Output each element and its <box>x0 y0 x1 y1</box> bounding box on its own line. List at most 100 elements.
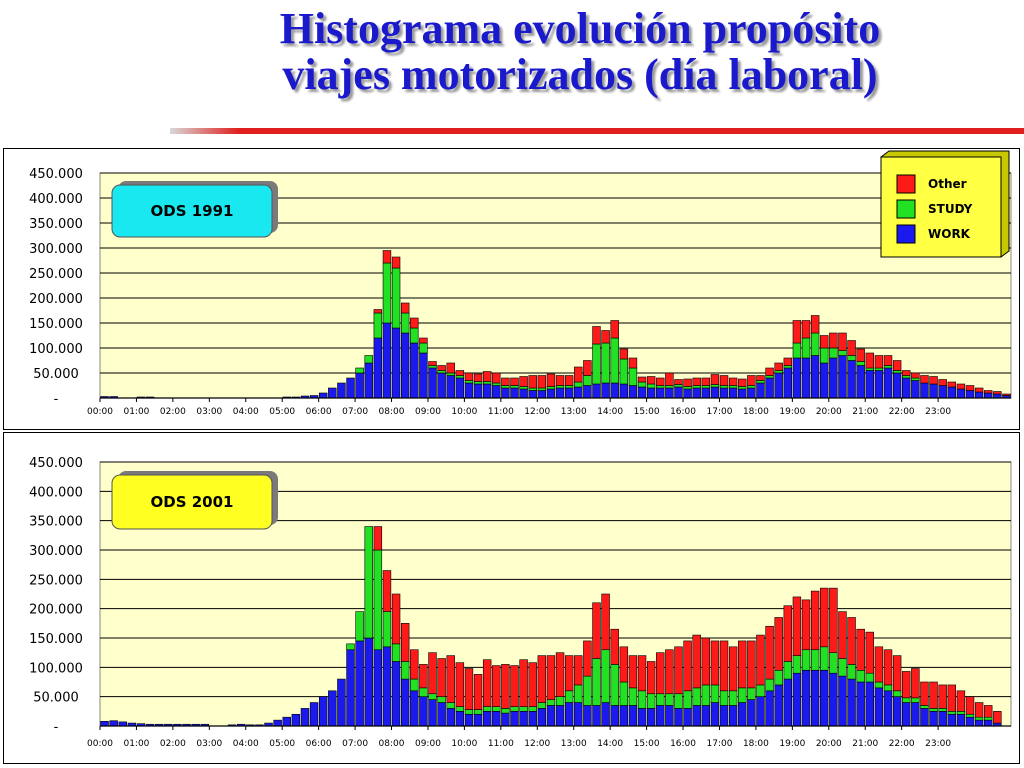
y-tick-label: 450.000 <box>29 456 83 471</box>
bar-other <box>820 587 829 648</box>
legend-label: WORK <box>928 227 971 241</box>
bar-other <box>674 646 683 695</box>
bar-other <box>510 665 519 707</box>
bar-work <box>747 699 756 727</box>
bar-other <box>838 611 847 659</box>
y-tick-label: 250.000 <box>29 267 83 282</box>
bar-work <box>756 382 765 399</box>
bar-other <box>719 640 729 692</box>
bar-work <box>765 377 774 399</box>
bar-work <box>373 649 383 727</box>
bar-work <box>883 367 893 399</box>
bar-other <box>646 376 656 385</box>
x-tick-label: 08:00 <box>379 407 405 417</box>
bar-other <box>610 320 619 339</box>
y-tick-label: 350.000 <box>29 515 83 530</box>
bar-other <box>938 379 947 386</box>
y-tick-label: - <box>54 392 59 407</box>
bar-other <box>774 617 783 671</box>
bar-other <box>464 372 474 381</box>
bar-work <box>911 380 920 399</box>
bar-work <box>929 383 938 399</box>
x-tick-label: 06:00 <box>306 739 332 749</box>
bar-other <box>765 625 774 680</box>
bar-study <box>965 713 975 718</box>
bar-other <box>428 652 437 695</box>
bar-work <box>920 708 929 727</box>
bar-study <box>883 365 893 369</box>
bar-study <box>665 693 674 706</box>
bar-study <box>410 678 419 692</box>
bar-work <box>355 640 364 727</box>
bar-other <box>482 371 492 382</box>
bar-study <box>574 381 583 388</box>
bar-work <box>546 705 556 727</box>
bar-other <box>473 674 483 710</box>
bar-study <box>911 377 920 381</box>
bar-work <box>838 355 847 399</box>
bar-work <box>291 713 301 727</box>
bar-other <box>984 390 993 394</box>
bar-work <box>309 702 319 727</box>
y-tick-label: 350.000 <box>29 217 83 232</box>
x-tick-label: 20:00 <box>816 739 842 749</box>
bar-work <box>956 388 966 399</box>
x-tick-label: 13:00 <box>561 407 587 417</box>
bar-study <box>892 370 902 374</box>
y-tick-label: 200.000 <box>29 603 83 618</box>
bar-work <box>610 382 619 399</box>
bar-work <box>665 705 674 727</box>
bar-work <box>437 372 446 399</box>
bar-work <box>355 372 364 399</box>
chart-label-text: ODS 2001 <box>151 493 234 511</box>
bar-other <box>437 658 446 697</box>
bar-study <box>546 386 556 390</box>
bar-other <box>391 593 401 645</box>
bar-study <box>728 385 738 389</box>
bar-work <box>555 387 565 399</box>
bar-other <box>847 617 856 665</box>
bar-study <box>455 706 465 712</box>
bar-work <box>619 383 629 399</box>
bar-study <box>555 696 565 706</box>
y-tick-label: 250.000 <box>29 573 83 588</box>
bar-work <box>537 390 547 399</box>
bar-study <box>656 693 665 706</box>
bar-work <box>519 711 528 727</box>
legend-swatch <box>896 174 916 194</box>
bar-work <box>674 708 683 727</box>
bar-study <box>473 709 483 715</box>
chart-2001: 450.000 400.000 350.000 300.000 250.000 200.0… <box>29 456 1012 749</box>
bar-study <box>464 380 474 384</box>
x-tick-label: 00:00 <box>87 739 113 749</box>
bar-study <box>482 706 492 712</box>
bar-study <box>829 652 838 674</box>
bar-other <box>756 634 765 686</box>
bar-work <box>109 720 118 727</box>
bar-other <box>656 377 665 386</box>
bar-other <box>619 646 629 683</box>
x-tick-label: 14:00 <box>597 407 623 417</box>
bar-work <box>646 387 656 399</box>
bar-other <box>929 681 938 709</box>
bar-work <box>902 377 911 399</box>
bar-other <box>856 628 865 671</box>
bar-study <box>656 385 665 389</box>
bar-other <box>865 352 875 369</box>
bar-study <box>710 384 720 388</box>
x-tick-label: 18:00 <box>743 407 769 417</box>
bar-work <box>820 669 829 727</box>
x-tick-label: 09:00 <box>415 407 441 417</box>
bar-other <box>883 649 893 686</box>
bar-study <box>801 337 811 359</box>
bar-other <box>564 375 574 386</box>
bar-work <box>574 702 583 727</box>
bar-other <box>792 596 802 656</box>
bar-work <box>628 385 638 399</box>
bar-other <box>519 376 528 387</box>
bar-work <box>528 711 537 727</box>
bar-other <box>956 383 966 390</box>
bar-study <box>838 350 847 356</box>
bar-work <box>801 357 811 399</box>
x-tick-label: 18:00 <box>743 739 769 749</box>
